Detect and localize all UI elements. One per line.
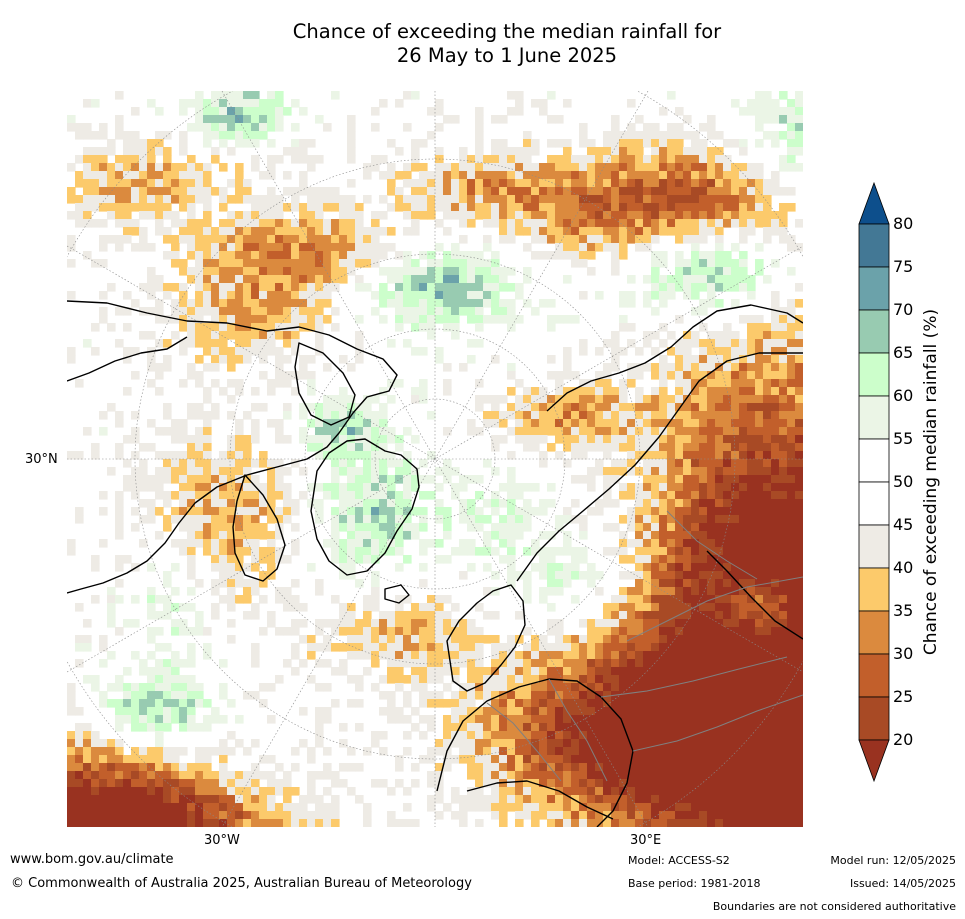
colorbar-bin-40_45 — [858, 524, 890, 569]
colorbar-tick-label: 55 — [893, 429, 914, 448]
colorbar-bin-60_65 — [858, 352, 890, 397]
mediterranean-coast — [466, 780, 614, 820]
colorbar-tick-label: 65 — [893, 343, 914, 362]
greenland-coast — [310, 438, 420, 576]
alaska-coast — [67, 336, 188, 382]
colorbar-tick-label: 35 — [893, 601, 914, 620]
hudson-bay-coast — [232, 474, 286, 582]
arctic-islands-coast — [294, 342, 356, 426]
colorbar-bin-25_30 — [858, 653, 890, 698]
colorbar-tick-label: 45 — [893, 515, 914, 534]
colorbar-tick-label: 60 — [893, 386, 914, 405]
boundaries-disclaimer: Boundaries are not considered authoritat… — [712, 900, 956, 913]
colorbar-bin-55_60 — [858, 395, 890, 440]
colorbar-tick-label: 80 — [893, 214, 914, 233]
colorbar-tick-label: 20 — [893, 730, 914, 749]
eurasia-arctic-coast — [516, 352, 803, 582]
colorbar-bin-35_40 — [858, 567, 890, 612]
copyright-notice: © Commonwealth of Australia 2025, Austra… — [11, 876, 472, 891]
map-title: Chance of exceeding the median rainfall … — [0, 20, 965, 68]
rainfall-probability-map — [67, 91, 803, 827]
colorbar-tick-label: 50 — [893, 472, 914, 491]
colorbar-extend-high — [858, 181, 890, 225]
longitude-label-30e: 30°E — [630, 833, 662, 848]
latitude-label-30n: 30°N — [25, 452, 58, 467]
colorbar-graphic — [858, 181, 890, 783]
colorbar-bin-75_80 — [858, 223, 890, 268]
colorbar-bin-20_25 — [858, 696, 890, 741]
map-canvas — [67, 91, 803, 827]
colorbar-tick-label: 30 — [893, 644, 914, 663]
north-america-coast — [67, 300, 398, 594]
colorbar-bin-50_55 — [858, 438, 890, 483]
iceland-coast — [384, 584, 410, 604]
longitude-label-30w: 30°W — [204, 833, 240, 848]
colorbar-title: Chance of exceeding median rainfall (%) — [921, 308, 941, 656]
colorbar-tick-label: 75 — [893, 257, 914, 276]
probability-field — [67, 91, 803, 827]
siberia-coast — [546, 304, 803, 412]
colorbar-tick-label: 70 — [893, 300, 914, 319]
colorbar-bin-30_35 — [858, 610, 890, 655]
graticule — [67, 91, 803, 827]
colorbar-tick-label: 25 — [893, 687, 914, 706]
colorbar — [858, 181, 890, 783]
title-line-2: 26 May to 1 June 2025 — [396, 44, 618, 67]
title-line-1: Chance of exceeding the median rainfall … — [292, 20, 722, 43]
colorbar-extend-low — [858, 739, 890, 783]
issued-date: Issued: 14/05/2025 — [849, 877, 956, 890]
europe-coast — [436, 678, 634, 827]
colorbar-bin-45_50 — [858, 481, 890, 526]
asia-east-coast — [706, 550, 803, 640]
colorbar-bin-65_70 — [858, 309, 890, 354]
coastlines — [67, 300, 803, 827]
scandinavia-coast — [446, 584, 526, 692]
base-period: Base period: 1981-2018 — [628, 877, 761, 890]
model-name: Model: ACCESS-S2 — [628, 854, 730, 867]
colorbar-tick-label: 40 — [893, 558, 914, 577]
website-link[interactable]: www.bom.gov.au/climate — [10, 852, 174, 867]
colorbar-bin-70_75 — [858, 266, 890, 311]
national-boundaries — [486, 510, 803, 782]
model-run-date: Model run: 12/05/2025 — [830, 854, 956, 867]
